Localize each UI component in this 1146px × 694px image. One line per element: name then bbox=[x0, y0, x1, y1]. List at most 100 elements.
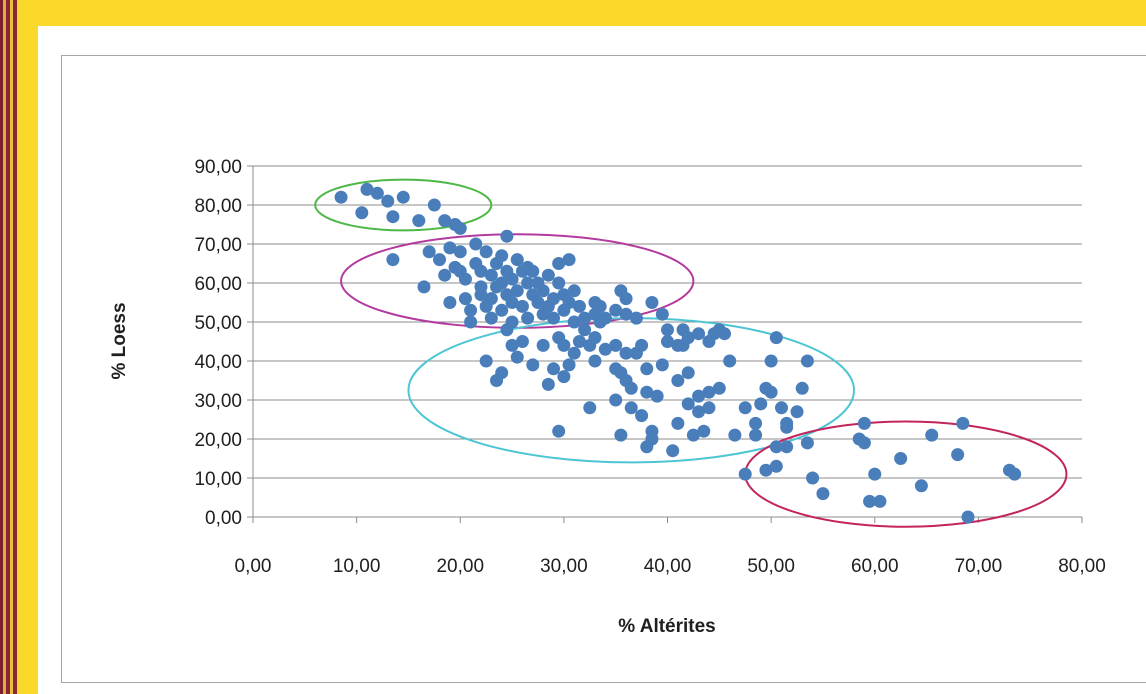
data-point bbox=[769, 440, 783, 454]
data-point bbox=[640, 362, 654, 376]
data-point bbox=[495, 303, 509, 317]
data-point bbox=[738, 467, 752, 481]
data-point bbox=[464, 315, 478, 329]
data-point bbox=[469, 237, 483, 251]
data-point bbox=[619, 346, 633, 360]
y-tick-label: 40,00 bbox=[194, 352, 242, 373]
data-point bbox=[578, 311, 592, 325]
data-point bbox=[334, 190, 348, 204]
data-point bbox=[547, 362, 561, 376]
data-point bbox=[800, 354, 814, 368]
data-point bbox=[510, 284, 524, 298]
data-point bbox=[790, 405, 804, 419]
data-point bbox=[479, 245, 493, 259]
data-point bbox=[515, 299, 529, 313]
x-tick-labels: 0,00 10,00 20,00 30,00 40,00 50,00 60,00 70,00 8… bbox=[235, 556, 1106, 577]
data-point bbox=[692, 389, 706, 403]
data-point bbox=[749, 416, 763, 430]
data-point bbox=[609, 338, 623, 352]
data-point bbox=[474, 288, 488, 302]
data-point bbox=[619, 292, 633, 306]
data-point bbox=[857, 436, 871, 450]
data-point bbox=[697, 424, 711, 438]
data-point bbox=[578, 323, 592, 337]
data-point bbox=[609, 393, 623, 407]
data-point bbox=[386, 253, 400, 267]
data-point bbox=[458, 272, 472, 286]
data-point bbox=[609, 303, 623, 317]
data-point bbox=[769, 459, 783, 473]
x-tick-label: 60,00 bbox=[851, 556, 899, 577]
data-point bbox=[666, 444, 680, 458]
data-point bbox=[806, 471, 820, 485]
data-point bbox=[635, 409, 649, 423]
data-point bbox=[505, 296, 519, 309]
data-point bbox=[635, 338, 649, 352]
data-point bbox=[723, 354, 737, 368]
data-point bbox=[552, 257, 566, 270]
data-point bbox=[661, 323, 674, 337]
data-point bbox=[717, 327, 731, 341]
data-point bbox=[567, 284, 581, 298]
data-point bbox=[484, 292, 498, 306]
x-tick-label: 40,00 bbox=[644, 556, 692, 577]
chart-frame bbox=[61, 55, 1146, 683]
data-point bbox=[624, 381, 638, 395]
data-points bbox=[334, 182, 1022, 524]
data-point bbox=[764, 354, 778, 368]
data-point bbox=[624, 401, 638, 415]
data-point bbox=[531, 296, 545, 309]
data-point bbox=[412, 214, 426, 228]
gridlines bbox=[253, 165, 1082, 479]
data-point bbox=[433, 253, 447, 267]
data-point bbox=[521, 311, 535, 325]
x-tick-label: 70,00 bbox=[955, 556, 1003, 577]
data-point bbox=[914, 479, 928, 493]
data-point bbox=[593, 299, 607, 313]
data-point bbox=[774, 401, 788, 415]
data-point bbox=[552, 424, 566, 438]
data-point bbox=[370, 186, 384, 200]
data-point bbox=[764, 385, 778, 399]
data-point bbox=[495, 366, 509, 380]
data-point bbox=[868, 467, 882, 481]
data-point bbox=[614, 428, 628, 442]
data-point bbox=[681, 397, 695, 411]
y-tick-label: 50,00 bbox=[194, 313, 242, 334]
data-point bbox=[780, 440, 794, 454]
data-point bbox=[738, 401, 752, 415]
data-point bbox=[510, 253, 524, 267]
data-point bbox=[894, 452, 908, 465]
data-point bbox=[464, 303, 478, 317]
data-point bbox=[593, 315, 607, 329]
y-tick-label: 20,00 bbox=[194, 430, 242, 451]
data-point bbox=[873, 494, 887, 508]
data-point bbox=[541, 377, 555, 391]
data-point bbox=[780, 416, 794, 430]
x-tick-label: 50,00 bbox=[747, 556, 795, 577]
data-point bbox=[474, 264, 488, 278]
data-point bbox=[541, 268, 555, 282]
data-point bbox=[526, 264, 540, 278]
data-point bbox=[562, 253, 576, 267]
data-point bbox=[692, 327, 706, 341]
data-point bbox=[702, 401, 716, 415]
y-tick-label: 80,00 bbox=[194, 196, 242, 217]
data-point bbox=[671, 416, 685, 430]
data-point bbox=[676, 338, 690, 352]
data-point bbox=[583, 401, 597, 415]
data-point bbox=[453, 245, 467, 259]
y-tick-label: 70,00 bbox=[194, 235, 242, 256]
data-point bbox=[619, 307, 633, 321]
data-point bbox=[547, 292, 561, 306]
data-point bbox=[562, 358, 576, 372]
data-point bbox=[759, 463, 773, 477]
data-point bbox=[961, 510, 975, 524]
data-point bbox=[443, 296, 457, 309]
data-point bbox=[547, 311, 561, 325]
data-point bbox=[427, 198, 441, 212]
data-point bbox=[443, 241, 457, 255]
data-point bbox=[381, 194, 395, 208]
data-point bbox=[500, 323, 514, 337]
